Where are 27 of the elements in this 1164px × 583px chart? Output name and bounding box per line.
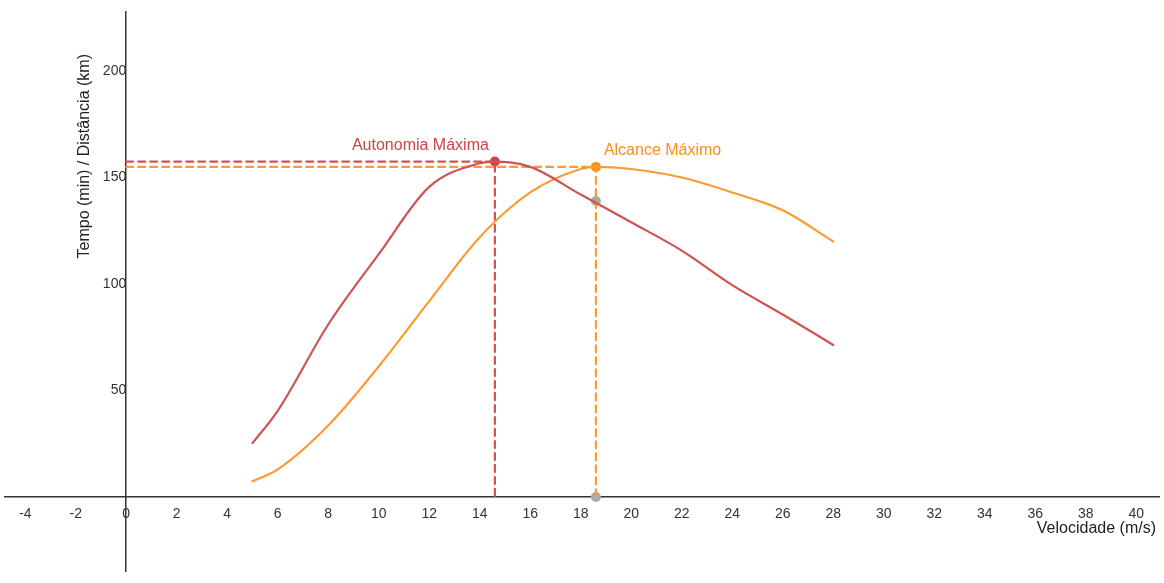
y-tick-label: 100	[102, 274, 127, 291]
x-tick-label: 10	[370, 505, 387, 522]
annotation: Alcance Máximo	[603, 141, 722, 159]
x-tick-label: 22	[673, 505, 690, 522]
x-tick-label: 20	[623, 505, 640, 522]
x-tick-label: 6	[273, 505, 282, 522]
x-tick-label: 24	[724, 505, 741, 522]
x-tick-label: -2	[69, 505, 83, 522]
y-axis-title: Tempo (min) / Distância (km)	[74, 54, 92, 259]
x-tick-label: 30	[875, 505, 892, 522]
x-tick-label: 28	[825, 505, 842, 522]
x-tick-label: 40	[1128, 505, 1145, 522]
x-tick-label: 38	[1077, 505, 1094, 522]
x-tick-label: -4	[18, 505, 32, 522]
x-tick-label: 12	[421, 505, 438, 522]
x-tick-label: 26	[774, 505, 791, 522]
x-tick-label: 14	[471, 505, 488, 522]
x-axis-title: Velocidade (m/s)	[1036, 519, 1156, 537]
x-tick-label: 4	[223, 505, 232, 522]
x-tick-label: 36	[1027, 505, 1044, 522]
annotation: Autonomia Máxima	[351, 135, 489, 153]
x-tick-label: 18	[572, 505, 589, 522]
x-tick-label: 32	[926, 505, 943, 522]
x-tick-label: 2	[172, 505, 181, 522]
x-tick-label: 16	[522, 505, 539, 522]
x-tick-label: 8	[324, 505, 333, 522]
x-tick-label: 34	[976, 505, 993, 522]
